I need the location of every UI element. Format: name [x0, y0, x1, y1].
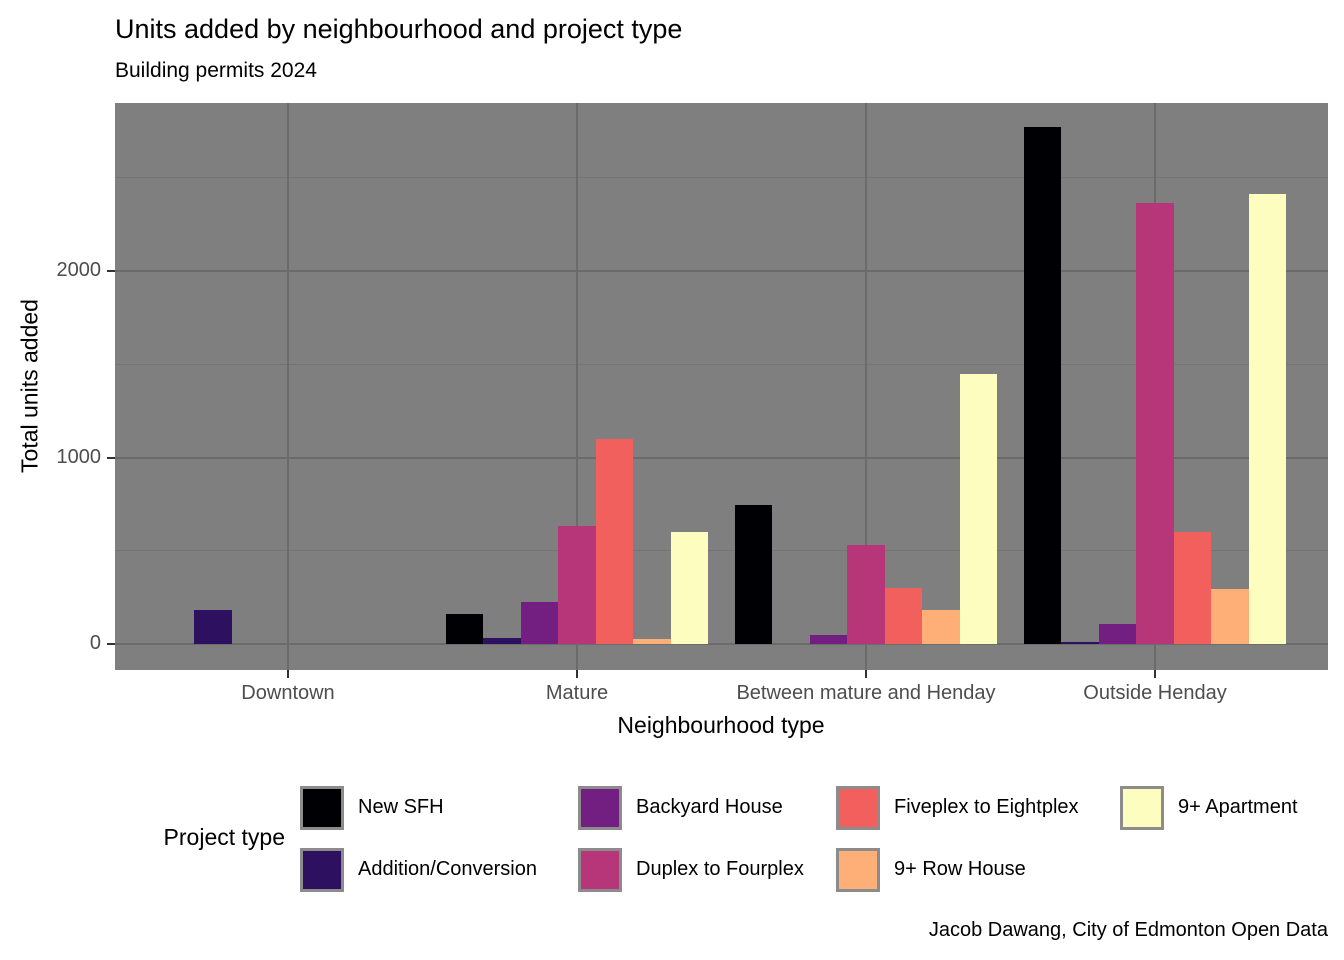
- bar-9-row-house-outside-henday: [1211, 588, 1249, 644]
- x-tick-1: [576, 670, 578, 678]
- y-tick-label-0: 0: [89, 632, 101, 654]
- legend-swatch-6: [1120, 786, 1164, 830]
- legend-swatch-0: [300, 786, 344, 830]
- bar-fiveplex-to-eightplex-between-mature-and-henday: [884, 588, 923, 644]
- bar-new-sfh-outside-henday: [1023, 127, 1062, 644]
- gridline-major-x-2: [865, 103, 867, 670]
- bar-addition-conversion-mature: [483, 638, 521, 644]
- x-tick-2: [865, 670, 867, 678]
- bar-9-apartment-mature: [670, 532, 709, 644]
- bar-backyard-house-mature: [520, 602, 559, 644]
- bar-9-apartment-outside-henday: [1248, 193, 1287, 644]
- y-tick-label-2000: 2000: [56, 259, 102, 281]
- bar-backyard-house-between-mature-and-henday: [809, 634, 848, 644]
- legend-label-1: Addition/Conversion: [358, 858, 537, 880]
- gridline-major-x-1: [576, 103, 578, 670]
- bar-backyard-house-outside-henday: [1098, 624, 1137, 644]
- bar-addition-conversion-outside-henday: [1061, 642, 1099, 644]
- chart-subtitle: Building permits 2024: [115, 59, 317, 82]
- gridline-minor-y-500: [115, 550, 1328, 552]
- bar-9-row-house-between-mature-and-henday: [922, 610, 960, 644]
- bar-new-sfh-mature: [445, 614, 484, 644]
- legend-swatch-2: [578, 786, 622, 830]
- x-tick-label-1: Mature: [545, 682, 609, 704]
- legend-swatch-5: [836, 848, 880, 892]
- legend-title: Project type: [163, 824, 285, 850]
- plot-panel: [115, 103, 1328, 670]
- gridline-minor-y-2500: [115, 177, 1328, 179]
- legend-label-3: Duplex to Fourplex: [636, 858, 804, 880]
- bar-fiveplex-to-eightplex-outside-henday: [1173, 532, 1212, 644]
- y-tick-0: [107, 643, 115, 645]
- gridline-major-y-1000: [115, 456, 1328, 459]
- gridline-major-x-0: [287, 103, 289, 670]
- x-tick-0: [287, 670, 289, 678]
- bar-duplex-to-fourplex-between-mature-and-henday: [847, 545, 885, 644]
- gridline-major-y-2000: [115, 270, 1328, 272]
- bar-9-row-house-mature: [633, 639, 671, 644]
- x-tick-label-0: Downtown: [241, 682, 335, 704]
- bar-addition-conversion-downtown: [194, 610, 232, 644]
- x-axis-title: Neighbourhood type: [617, 712, 825, 738]
- y-tick-label-1000: 1000: [56, 445, 102, 468]
- bar-duplex-to-fourplex-outside-henday: [1136, 202, 1174, 644]
- x-tick-label-2: Between mature and Henday: [736, 682, 996, 704]
- y-tick-2000: [107, 270, 115, 272]
- x-tick-3: [1154, 670, 1156, 678]
- bar-duplex-to-fourplex-mature: [558, 525, 596, 644]
- gridline-major-y-0: [115, 643, 1328, 645]
- legend-swatch-3: [578, 848, 622, 892]
- chart-title: Units added by neighbourhood and project…: [115, 14, 683, 44]
- bar-fiveplex-to-eightplex-mature: [595, 438, 634, 644]
- legend-swatch-4: [836, 786, 880, 830]
- bar-9-apartment-between-mature-and-henday: [959, 373, 998, 644]
- legend-swatch-1: [300, 848, 344, 892]
- x-tick-label-3: Outside Henday: [1083, 682, 1227, 704]
- legend-label-2: Backyard House: [636, 796, 783, 818]
- gridline-minor-y-1500: [115, 363, 1328, 365]
- legend-label-0: New SFH: [358, 796, 444, 818]
- legend-label-5: 9+ Row House: [894, 858, 1026, 880]
- legend-label-6: 9+ Apartment: [1178, 796, 1298, 818]
- legend-label-4: Fiveplex to Eightplex: [894, 796, 1079, 818]
- chart-caption: Jacob Dawang, City of Edmonton Open Data: [928, 919, 1328, 941]
- y-tick-1000: [107, 456, 115, 459]
- bar-new-sfh-between-mature-and-henday: [734, 505, 773, 644]
